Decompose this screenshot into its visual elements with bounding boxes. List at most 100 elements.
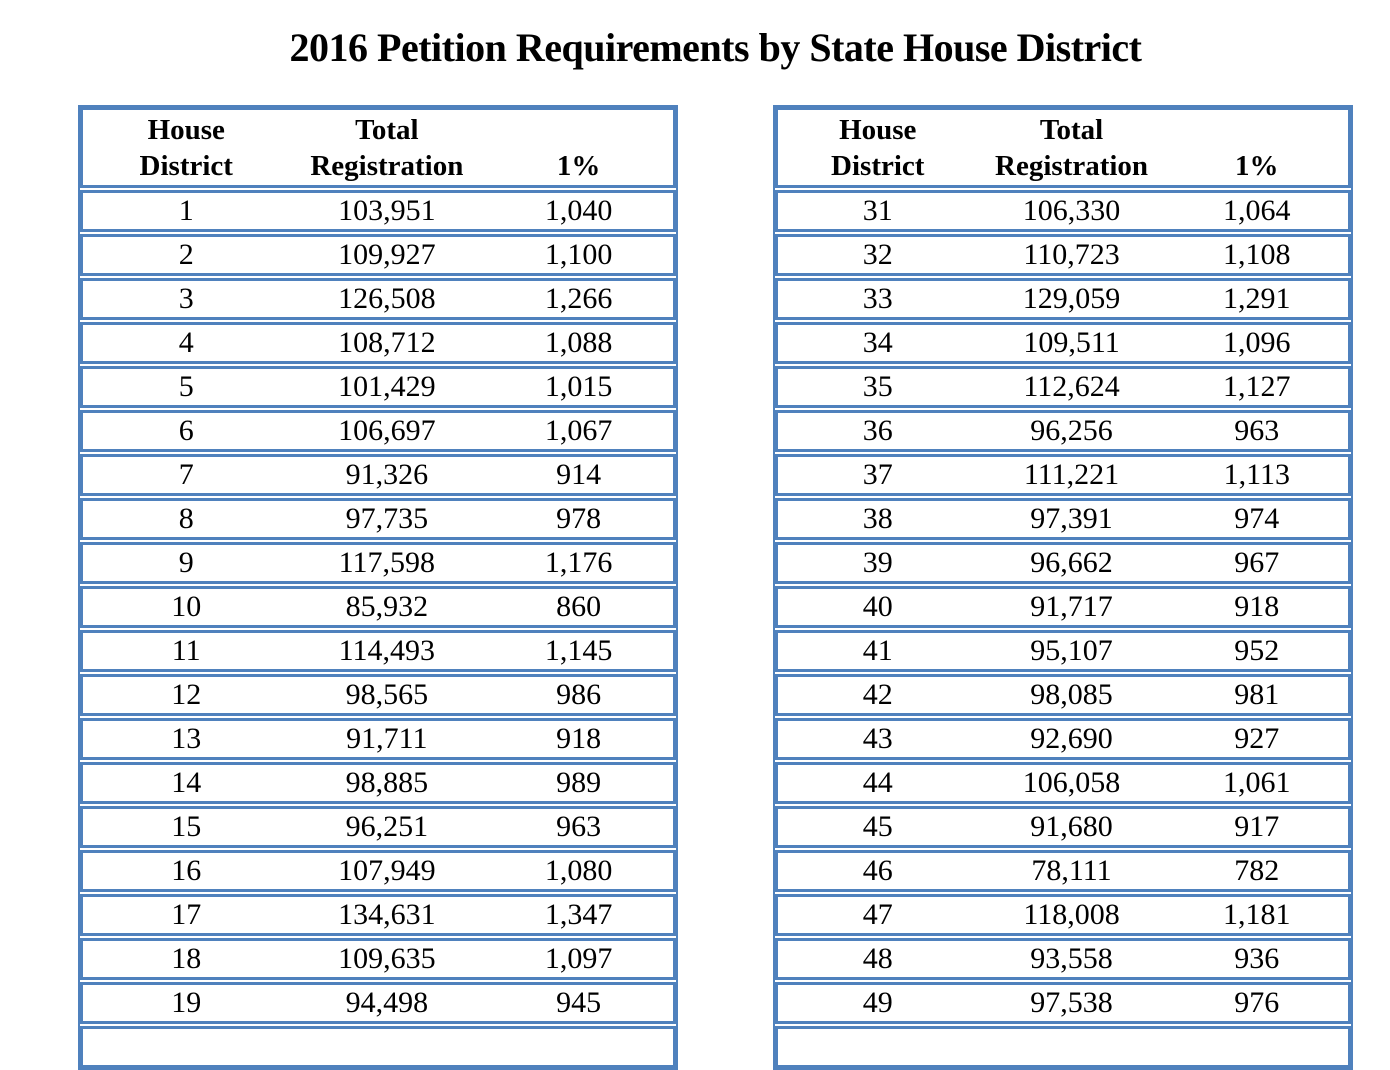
registration-cell: 109,511 — [1023, 326, 1120, 359]
one-percent-cell: 1,113 — [1223, 458, 1290, 491]
one-percent-cell: 976 — [1234, 986, 1280, 1019]
registration-cell: 101,429 — [338, 370, 436, 403]
header-line-registration: Registration — [310, 150, 464, 182]
district-cell: 49 — [862, 986, 893, 1019]
table-row: 2 109,927 1,100 — [80, 234, 676, 276]
district-cell: 32 — [862, 238, 893, 271]
one-percent-cell: 1,145 — [544, 634, 613, 667]
registration-cell: 106,058 — [1022, 766, 1121, 799]
district-cell: 19 — [171, 986, 202, 1019]
registration-cell: 103,951 — [338, 194, 436, 227]
header-line-total: Total — [1039, 114, 1104, 146]
page-title: 2016 Petition Requirements by State Hous… — [289, 25, 1142, 70]
registration-cell: 106,330 — [1022, 194, 1121, 227]
district-cell: 37 — [862, 458, 893, 491]
district-cell: 41 — [862, 634, 893, 667]
one-percent-cell: 917 — [1234, 810, 1280, 843]
registration-cell: 129,059 — [1022, 282, 1121, 315]
house-district-column-header: House District — [83, 110, 290, 185]
one-percent-cell: 918 — [556, 722, 602, 755]
tables-container: House District Total Registration 1% 1 1… — [78, 105, 1353, 1070]
table-row-partial — [80, 1026, 676, 1068]
table-districts-1-19: House District Total Registration 1% 1 1… — [78, 105, 678, 1070]
registration-cell: 134,631 — [338, 898, 436, 931]
table-row: 15 96,251 963 — [80, 806, 676, 848]
registration-cell: 110,723 — [1023, 238, 1120, 271]
one-percent-cell — [1166, 1029, 1348, 1065]
table-row: 17 134,631 1,347 — [80, 894, 676, 936]
table-row: 19 94,498 945 — [80, 982, 676, 1024]
one-percent-cell: 1,097 — [544, 942, 613, 975]
table-row: 31 106,330 1,064 — [775, 190, 1351, 232]
header-line-district: District — [139, 150, 233, 182]
table-row: 8 97,735 978 — [80, 498, 676, 540]
table-row: 16 107,949 1,080 — [80, 850, 676, 892]
district-cell: 46 — [862, 854, 893, 887]
registration-cell: 92,690 — [1030, 722, 1113, 755]
registration-cell: 106,697 — [338, 414, 436, 447]
district-cell: 38 — [862, 502, 893, 535]
header-line-total: Total — [355, 114, 419, 146]
district-cell: 34 — [862, 326, 893, 359]
one-percent-cell: 1,080 — [544, 854, 613, 887]
district-cell: 47 — [862, 898, 893, 931]
one-percent-cell: 1,040 — [544, 194, 613, 227]
district-cell: 3 — [178, 282, 194, 315]
table-row: 37 111,221 1,113 — [775, 454, 1351, 496]
registration-cell: 91,717 — [1030, 590, 1113, 623]
one-percent-cell: 1,100 — [544, 238, 613, 271]
registration-cell: 85,932 — [345, 590, 429, 623]
registration-cell: 111,221 — [1023, 458, 1120, 491]
table-row: 45 91,680 917 — [775, 806, 1351, 848]
registration-cell: 112,624 — [1023, 370, 1120, 403]
one-percent-cell: 1,108 — [1223, 238, 1291, 271]
table-row: 7 91,326 914 — [80, 454, 676, 496]
registration-cell: 91,680 — [1030, 810, 1113, 843]
registration-cell: 114,493 — [338, 634, 436, 667]
registration-cell: 94,498 — [345, 986, 429, 1019]
table-row: 47 118,008 1,181 — [775, 894, 1351, 936]
one-percent-cell: 952 — [1234, 634, 1280, 667]
registration-cell: 91,711 — [346, 722, 428, 755]
header-line-house: House — [147, 114, 225, 146]
one-percent-cell: 927 — [1234, 722, 1280, 755]
one-percent-cell: 1,266 — [544, 282, 613, 315]
one-percent-cell: 978 — [556, 502, 602, 535]
total-registration-column-header: Total Registration — [978, 110, 1166, 185]
registration-cell: 109,635 — [338, 942, 436, 975]
table-row: 40 91,717 918 — [775, 586, 1351, 628]
registration-cell: 78,111 — [1031, 854, 1112, 887]
district-cell: 1 — [178, 194, 194, 227]
district-cell: 31 — [862, 194, 893, 227]
one-percent-cell: 1,015 — [544, 370, 613, 403]
table-row: 33 129,059 1,291 — [775, 278, 1351, 320]
district-cell: 15 — [171, 810, 202, 843]
registration-cell: 109,927 — [338, 238, 436, 271]
district-cell: 40 — [862, 590, 893, 623]
registration-cell: 107,949 — [338, 854, 436, 887]
one-percent-cell: 967 — [1234, 546, 1280, 579]
table-row: 5 101,429 1,015 — [80, 366, 676, 408]
one-percent-cell: 986 — [556, 678, 602, 711]
district-cell: 4 — [178, 326, 194, 359]
district-cell: 44 — [862, 766, 893, 799]
table-row: 43 92,690 927 — [775, 718, 1351, 760]
table-row: 46 78,111 782 — [775, 850, 1351, 892]
registration-cell: 96,256 — [1030, 414, 1113, 447]
one-percent-cell: 963 — [1234, 414, 1280, 447]
table-row: 11 114,493 1,145 — [80, 630, 676, 672]
table-row: 32 110,723 1,108 — [775, 234, 1351, 276]
table-row: 44 106,058 1,061 — [775, 762, 1351, 804]
table-row: 18 109,635 1,097 — [80, 938, 676, 980]
one-percent-cell: 1,291 — [1223, 282, 1291, 315]
registration-cell: 91,326 — [345, 458, 429, 491]
district-cell: 10 — [171, 590, 202, 623]
one-percent-cell: 963 — [556, 810, 602, 843]
table-row: 35 112,624 1,127 — [775, 366, 1351, 408]
table-header-row: House District Total Registration 1% — [775, 107, 1351, 188]
table-body: 1 103,951 1,040 2 109,927 1,100 3 126,50… — [80, 190, 676, 1024]
one-percent-cell: 1,061 — [1223, 766, 1291, 799]
district-cell: 9 — [178, 546, 194, 579]
table-row: 4 108,712 1,088 — [80, 322, 676, 364]
table-row: 6 106,697 1,067 — [80, 410, 676, 452]
